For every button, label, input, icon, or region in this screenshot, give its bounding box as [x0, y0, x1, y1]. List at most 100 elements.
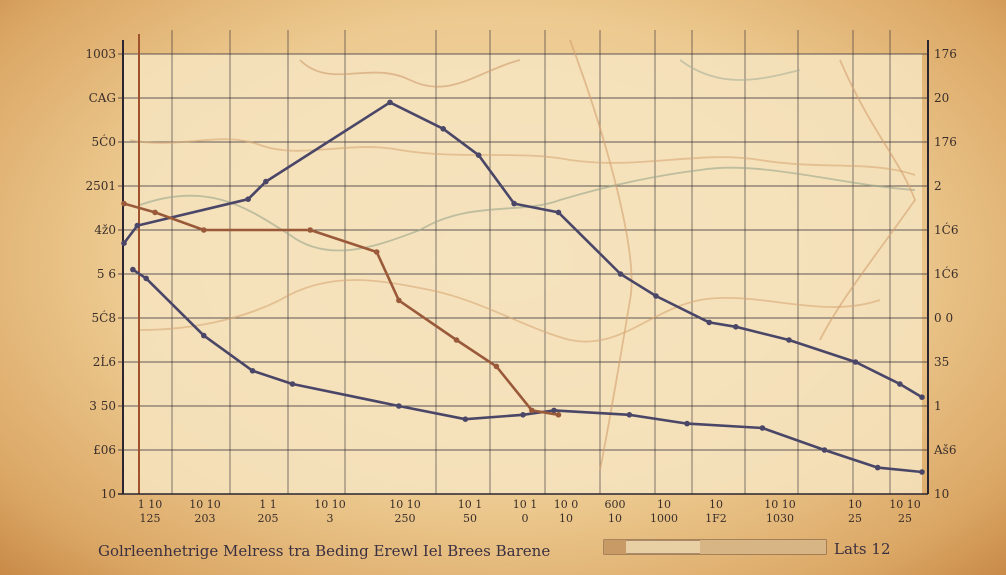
series-point	[919, 394, 925, 401]
series-point	[263, 178, 269, 185]
x-tick-label: 10 0	[554, 498, 579, 511]
series-point	[201, 227, 207, 233]
y-tick-label-left: 2Ĺ6	[93, 354, 116, 369]
decorative-curve	[299, 59, 521, 88]
series-point	[249, 368, 256, 374]
y-tick-label-right: 1Ć6	[934, 265, 958, 281]
y-tick-label-left: CAG	[89, 91, 116, 105]
x-tick-label: 600	[605, 498, 626, 511]
series-point	[555, 209, 562, 216]
y-tick-label-left: 4ž0	[94, 223, 116, 237]
x-tick-label: 10	[657, 498, 671, 511]
y-tick-label-left: 3 50	[89, 399, 116, 413]
y-tick-label-left: £06	[93, 443, 116, 457]
series-point	[307, 227, 314, 233]
x-tick-label: 10 1	[458, 498, 483, 511]
x-tick-label: 0	[522, 512, 529, 525]
footer: Golrleenhetrige Melress tra Beding Erewl…	[98, 539, 890, 560]
decorative-curve	[679, 59, 801, 81]
series-point	[396, 403, 402, 409]
series-point	[373, 249, 380, 255]
x-tick-label: 25	[898, 512, 912, 525]
y-tick-label-left: 10	[101, 487, 116, 501]
decorative-curve	[129, 138, 916, 176]
x-tick-label: 10	[848, 498, 862, 511]
y-tick-label-right: 2	[934, 179, 942, 193]
x-tick-label: 3	[327, 512, 334, 525]
y-tick-label-right: 1	[934, 399, 942, 413]
y-tick-label-right: 0 0	[934, 311, 953, 325]
series-point	[874, 464, 881, 471]
y-tick-label-right: 10	[934, 487, 949, 501]
x-tick-label: 10 10	[889, 498, 921, 511]
footer-caption: Golrleenhetrige Melress tra Beding Erewl…	[98, 542, 550, 560]
series-line-3	[123, 202, 559, 417]
y-tick-label-right: 176	[934, 135, 957, 149]
series-point	[475, 152, 482, 158]
x-tick-label: 1030	[766, 512, 794, 525]
series-point	[759, 425, 766, 431]
series-point	[520, 412, 526, 418]
series-point	[396, 297, 402, 304]
series-point	[919, 469, 925, 475]
series-point	[387, 99, 393, 106]
y-tick-label-left: 1003	[85, 47, 116, 61]
series-point	[852, 359, 859, 365]
series-point	[245, 196, 251, 202]
decorative-curve	[569, 39, 633, 471]
x-tick-label: 1 10	[138, 498, 163, 511]
x-tick-label: 10 10	[189, 498, 221, 511]
x-tick-label: 250	[395, 512, 416, 525]
x-tick-label: 10 10	[314, 498, 346, 511]
series-point	[130, 266, 136, 273]
x-tick-label: 10 10	[389, 498, 421, 511]
y-tick-label-right: 20	[934, 91, 949, 105]
x-tick-label: 10	[559, 512, 573, 525]
x-tick-label: 1000	[650, 512, 678, 525]
series-point	[626, 412, 633, 418]
series-point	[733, 324, 739, 330]
decorative-curve	[819, 59, 917, 341]
decorative-curve	[139, 279, 881, 343]
series-point	[453, 337, 460, 343]
series-point	[897, 381, 903, 387]
y-tick-label-left: 2501	[85, 179, 116, 193]
series-point	[786, 337, 792, 343]
axes	[118, 34, 929, 495]
x-tick-label: 25	[848, 512, 862, 525]
x-tick-label: 205	[258, 512, 279, 525]
x-tick-label: 10	[608, 512, 622, 525]
series-point	[289, 381, 296, 387]
x-tick-label: 125	[140, 512, 161, 525]
y-tick-label-right: 1Ć6	[934, 221, 958, 237]
x-tick-label: 10 1	[513, 498, 538, 511]
y-tick-label-right: 35	[934, 355, 949, 369]
series-point	[617, 271, 624, 277]
series-point	[462, 416, 469, 423]
series-point	[152, 209, 158, 216]
series-point	[143, 275, 149, 282]
series-lines	[121, 99, 925, 475]
y-tick-label-left: 5Ć0	[92, 133, 116, 149]
x-tick-label: 10 10	[764, 498, 796, 511]
series-point	[511, 200, 517, 207]
decorative-curve	[139, 166, 916, 252]
series-point	[121, 200, 127, 207]
scale-label: Lats 12	[834, 540, 890, 558]
decorative-curves	[129, 39, 917, 471]
series-point	[706, 319, 712, 326]
x-tick-label: 203	[195, 512, 216, 525]
y-tick-label-left: 5 6	[97, 267, 116, 281]
series-point	[201, 332, 207, 339]
x-tick-label: 50	[463, 512, 477, 525]
x-tick-label: 1F2	[705, 512, 727, 525]
x-tick-label: 10	[709, 498, 723, 511]
scale-bar-segment	[700, 540, 826, 554]
y-tick-label-right: Aš6	[933, 443, 956, 457]
series-point	[440, 126, 447, 132]
series-point	[821, 447, 828, 453]
y-tick-label-right: 176	[934, 47, 957, 61]
series-point	[551, 407, 557, 414]
